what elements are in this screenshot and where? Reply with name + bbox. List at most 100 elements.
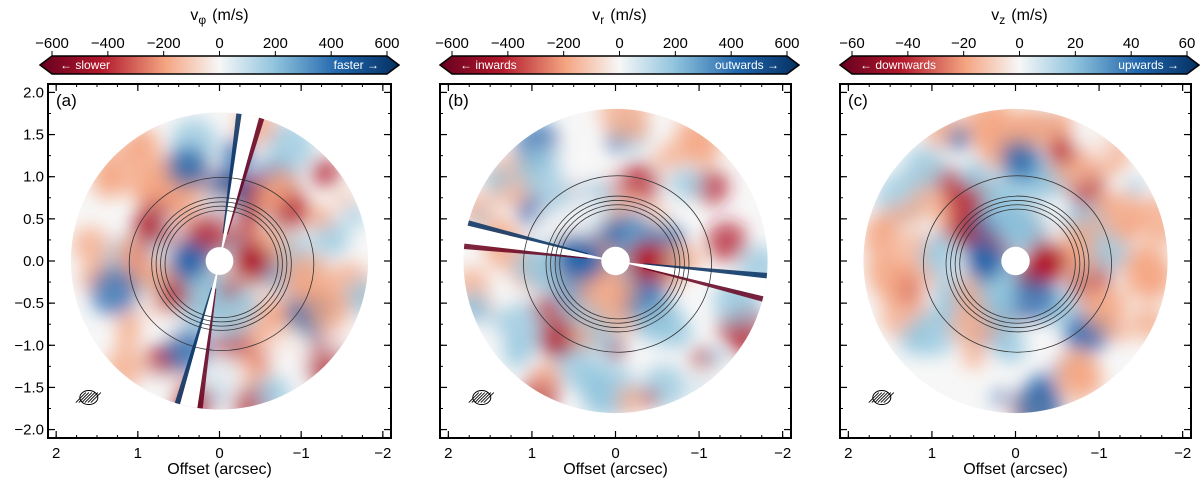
wedge-edge: [192, 288, 217, 410]
map-patch: [945, 214, 976, 245]
colorbar-title-unit: (m/s): [212, 7, 248, 24]
x-axis-label: Offset (arcsec): [167, 461, 272, 478]
map-patch: [1013, 276, 1058, 321]
map-patch: [89, 266, 139, 316]
map-patch: [514, 146, 562, 194]
colorbar-tick-label: −600: [35, 35, 69, 52]
map-patch: [531, 361, 562, 392]
map-patch: [471, 208, 489, 226]
colorbar-right-label: faster →: [334, 58, 379, 72]
panel-a-vphi: −600 −400 −200 0 200 400 600 vφ (m/s) ← slower fas…: [14, 7, 400, 478]
colorbar-tick-label: 0: [215, 35, 223, 52]
beam-hatch: [468, 392, 480, 403]
beam-hatch: [477, 392, 489, 403]
wedge-edge: [463, 212, 589, 255]
map-patch: [164, 310, 184, 331]
contour-line: [550, 200, 685, 328]
map-patch: [306, 203, 334, 231]
map-patch: [165, 145, 209, 189]
map-patch: [123, 127, 161, 165]
wedge-edge: [226, 112, 274, 235]
colorbar-title-subscript: φ: [198, 13, 206, 27]
colorbar-title-symbol: v: [991, 7, 999, 24]
map-patch: [1113, 220, 1136, 243]
colorbar-title-subscript: r: [600, 13, 604, 27]
map-patch: [949, 304, 992, 347]
central-hole: [601, 246, 630, 276]
colorbar-tick-label: 40: [1123, 35, 1140, 52]
colorbar-tick-label: −200: [547, 35, 581, 52]
x-tick-label: 0: [215, 445, 223, 462]
map-patch: [104, 348, 146, 389]
contour-line: [151, 197, 292, 331]
contour-line: [954, 204, 1081, 324]
inner-dipole-red: [230, 241, 270, 281]
colorbar-title-symbol: v: [190, 7, 198, 24]
map-patch: [1126, 177, 1145, 196]
map-patch: [555, 276, 578, 300]
colorbar-tick-label: 0: [1015, 35, 1023, 52]
map-patch: [706, 347, 725, 367]
inner-dipole-blue: [564, 241, 605, 281]
map-patch: [919, 236, 958, 276]
continuum-contours: [923, 175, 1112, 353]
colorbar-right-label: outwards →: [715, 58, 779, 72]
wedge-edge: [642, 267, 768, 310]
x-tick-label: 1: [528, 445, 536, 462]
panel-label: (c): [848, 91, 868, 110]
map-patch: [1131, 305, 1167, 341]
map-patch: [156, 279, 190, 313]
map-patch: [627, 120, 649, 142]
map-patch: [640, 388, 659, 407]
colorbar-tick-label: 60: [1179, 35, 1196, 52]
map-patch: [344, 204, 368, 227]
map-patch: [200, 355, 245, 400]
map-patch: [568, 322, 593, 346]
colorbar-tick-label: 600: [774, 35, 799, 52]
colorbar-title-unit: (m/s): [1011, 7, 1047, 24]
colorbar-tick-label: −600: [435, 35, 469, 52]
map-patch: [221, 324, 240, 343]
x-tick-label: 1: [134, 445, 142, 462]
colorbar-title: vz (m/s): [991, 7, 1047, 27]
map-patch: [897, 199, 925, 226]
contour-line: [945, 195, 1090, 333]
y-tick-label: −1.0: [14, 337, 44, 354]
continuum-contours: [128, 176, 315, 352]
beam-hatch: [883, 392, 895, 403]
y-tick-label: −0.5: [14, 295, 44, 312]
map-patch: [130, 180, 157, 207]
beam-hatch: [75, 392, 87, 403]
contour-line: [164, 209, 279, 319]
contour-line: [545, 195, 690, 333]
map-patch: [1136, 195, 1168, 246]
map-patch: [674, 113, 720, 160]
colorbar-title-subscript: z: [999, 13, 1005, 27]
contour-line: [959, 208, 1076, 320]
beam-ellipse: [868, 390, 895, 406]
map-patch: [865, 213, 898, 245]
contour-line: [923, 175, 1112, 353]
map-patch: [483, 165, 511, 194]
x-tick-label: −2: [1174, 445, 1191, 462]
wedge-edge: [643, 263, 768, 282]
axes: 2 1 0 −1 −2: [439, 83, 792, 462]
map-patch: [1059, 347, 1096, 385]
beam-hatch: [874, 392, 886, 403]
x-tick-label: 1: [928, 445, 936, 462]
map-patch: [254, 374, 292, 410]
map-patch: [945, 183, 985, 223]
beam-hatch: [471, 392, 483, 403]
contour-line: [155, 201, 288, 327]
beam-hatch: [81, 392, 93, 403]
colorbar-title: vφ (m/s): [190, 7, 248, 27]
beam-hatch: [90, 392, 102, 403]
colorbar-tick-label: 600: [374, 35, 399, 52]
map-patch: [654, 143, 684, 173]
map-patch: [478, 321, 503, 345]
map-patch: [1019, 108, 1045, 134]
map-patch: [282, 252, 331, 301]
colorbar-right-label: upwards →: [1118, 58, 1179, 72]
y-tick-label: −1.5: [14, 379, 44, 396]
x-tick-label: −1: [1091, 445, 1108, 462]
